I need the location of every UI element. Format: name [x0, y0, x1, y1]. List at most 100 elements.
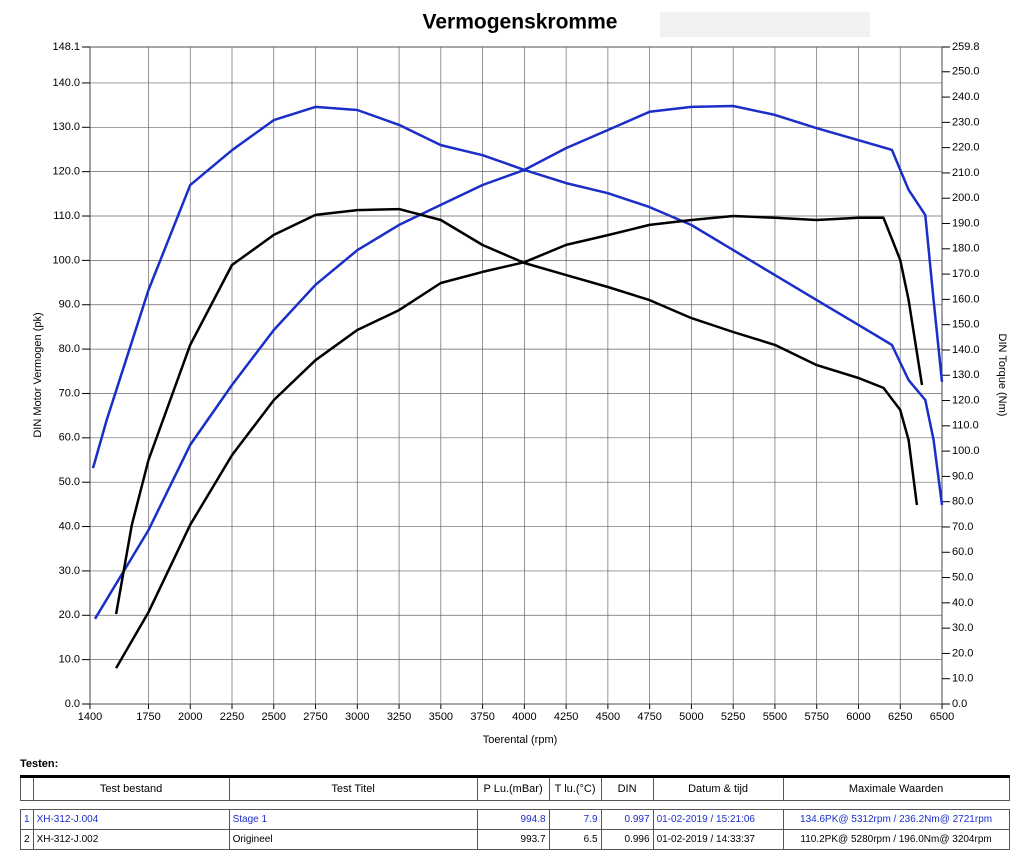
- y2-tick-label: 259.8: [952, 41, 980, 53]
- y-axis-label: DIN Motor Vermogen (pk): [32, 312, 44, 437]
- table-cell: 01-02-2019 / 14:33:37: [652, 829, 784, 850]
- x-tick-label: 3250: [387, 711, 411, 723]
- x-tick-label: 5250: [721, 711, 745, 723]
- y2-tick-label: 110.0: [952, 420, 979, 432]
- header-cell: Test bestand: [32, 776, 230, 801]
- y2-tick-label: 180.0: [952, 243, 980, 255]
- x-tick-label: 5000: [679, 711, 703, 723]
- table-cell: XH-312-J.004: [32, 809, 230, 830]
- table-cell: 2: [20, 829, 34, 850]
- y-tick-label: 148.1: [52, 41, 80, 53]
- y2-axis-label: DIN Torque (Nm): [996, 334, 1008, 417]
- y2-tick-label: 20.0: [952, 647, 973, 659]
- x-tick-label: 1400: [78, 711, 102, 723]
- y-tick-label: 50.0: [59, 476, 80, 488]
- data-line: [91, 105, 944, 506]
- y2-tick-label: 250.0: [952, 66, 980, 78]
- table-cell: 134.6PK@ 5312rpm / 236.2Nm@ 2721rpm: [782, 809, 1010, 830]
- x-tick-label: 4500: [596, 711, 620, 723]
- header-cell: Test Titel: [228, 776, 478, 801]
- table-cell: 01-02-2019 / 15:21:06: [652, 809, 784, 830]
- x-tick-label: 2250: [220, 711, 244, 723]
- y2-tick-label: 240.0: [952, 91, 980, 103]
- x-tick-label: 3000: [345, 711, 369, 723]
- x-tick-label: 4000: [512, 711, 536, 723]
- x-tick-label: 6500: [930, 711, 954, 723]
- header-cell: P Lu.(mBar): [476, 776, 550, 801]
- y2-tick-label: 230.0: [952, 116, 980, 128]
- x-tick-label: 5750: [804, 711, 828, 723]
- y2-tick-label: 50.0: [952, 571, 973, 583]
- data-line: [114, 207, 919, 615]
- x-tick-label: 5500: [763, 711, 787, 723]
- y-tick-label: 40.0: [59, 520, 80, 532]
- y2-tick-label: 10.0: [952, 673, 973, 685]
- table-cell: Stage 1: [228, 809, 478, 830]
- table-cell: 7.9: [548, 809, 602, 830]
- x-tick-label: 2000: [178, 711, 202, 723]
- y2-tick-label: 160.0: [952, 293, 980, 305]
- data-line: [115, 214, 924, 669]
- header-cell: DIN: [600, 776, 654, 801]
- y-tick-label: 100.0: [52, 254, 80, 266]
- gap-row: [20, 800, 1010, 810]
- x-tick-label: 4250: [554, 711, 578, 723]
- y2-tick-label: 60.0: [952, 546, 973, 558]
- y-tick-label: 130.0: [52, 121, 80, 133]
- chart-title: Vermogenskromme: [423, 11, 618, 34]
- x-tick-label: 3500: [429, 711, 453, 723]
- table-cell: 994.8: [476, 809, 550, 830]
- y-tick-label: 70.0: [59, 387, 80, 399]
- y-tick-label: 30.0: [59, 565, 80, 577]
- x-tick-label: 6000: [846, 711, 870, 723]
- gap: [20, 800, 1010, 810]
- y-tick-label: 60.0: [59, 432, 80, 444]
- y2-tick-label: 40.0: [952, 597, 973, 609]
- y-tick-label: 140.0: [52, 77, 80, 89]
- table-cell: Origineel: [228, 829, 478, 850]
- header-row: Test bestand Test Titel P Lu.(mBar) T lu…: [20, 776, 1010, 801]
- header-cell: T lu.(°C): [548, 776, 602, 801]
- y2-tick-label: 0.0: [952, 698, 967, 710]
- test-table: Test bestand Test Titel P Lu.(mBar) T lu…: [20, 775, 1010, 850]
- title-box: [660, 12, 870, 37]
- x-tick-label: 3750: [470, 711, 494, 723]
- data-line: [93, 104, 944, 620]
- plot-area: [89, 46, 943, 705]
- table-cell: 1: [20, 809, 34, 830]
- x-axis-label: Toerental (rpm): [483, 734, 558, 746]
- table-cell: 0.997: [600, 809, 654, 830]
- rows: 1 XH-312-J.004 Stage 1 994.8 7.9 0.997 01-02-2…: [20, 809, 1010, 850]
- y2-tick-label: 90.0: [952, 470, 973, 482]
- y2-tick-label: 30.0: [952, 622, 973, 634]
- table-row: 2 XH-312-J.002 Origineel 993.7 6.5 0.996 01-02…: [20, 829, 1010, 850]
- y2-tick-label: 200.0: [952, 192, 980, 204]
- x-tick-label: 2500: [262, 711, 286, 723]
- table-cell: 0.996: [600, 829, 654, 850]
- y2-tick-label: 170.0: [952, 268, 980, 280]
- table-cell: 6.5: [548, 829, 602, 850]
- y2-tick-label: 140.0: [952, 344, 980, 356]
- table-cell: XH-312-J.002: [32, 829, 230, 850]
- y2-tick-label: 210.0: [952, 167, 980, 179]
- y2-tick-label: 100.0: [952, 445, 980, 457]
- chart: Vermogenskromme Toerental (rpm) DIN Moto…: [32, 11, 1008, 746]
- header-cell: Datum & tijd: [652, 776, 784, 801]
- header-cell: [20, 776, 34, 801]
- table-caption: Testen:: [20, 758, 59, 770]
- x-tick-label: 6250: [888, 711, 912, 723]
- y2-tick-label: 220.0: [952, 142, 980, 154]
- header-cell: Maximale Waarden: [782, 776, 1010, 801]
- y-tick-label: 120.0: [52, 166, 80, 178]
- y2-tick-label: 130.0: [952, 369, 980, 381]
- y2-tick-label: 150.0: [952, 319, 980, 331]
- table-row: 1 XH-312-J.004 Stage 1 994.8 7.9 0.997 01-02-2…: [20, 809, 1010, 830]
- table-cell: 993.7: [476, 829, 550, 850]
- x-tick-label: 2750: [303, 711, 327, 723]
- y-tick-label: 0.0: [65, 698, 80, 710]
- y2-tick-label: 80.0: [952, 496, 973, 508]
- table-cell: 110.2PK@ 5280rpm / 196.0Nm@ 3204rpm: [782, 829, 1010, 850]
- y2-tick-label: 70.0: [952, 521, 973, 533]
- y-tick-label: 90.0: [59, 299, 80, 311]
